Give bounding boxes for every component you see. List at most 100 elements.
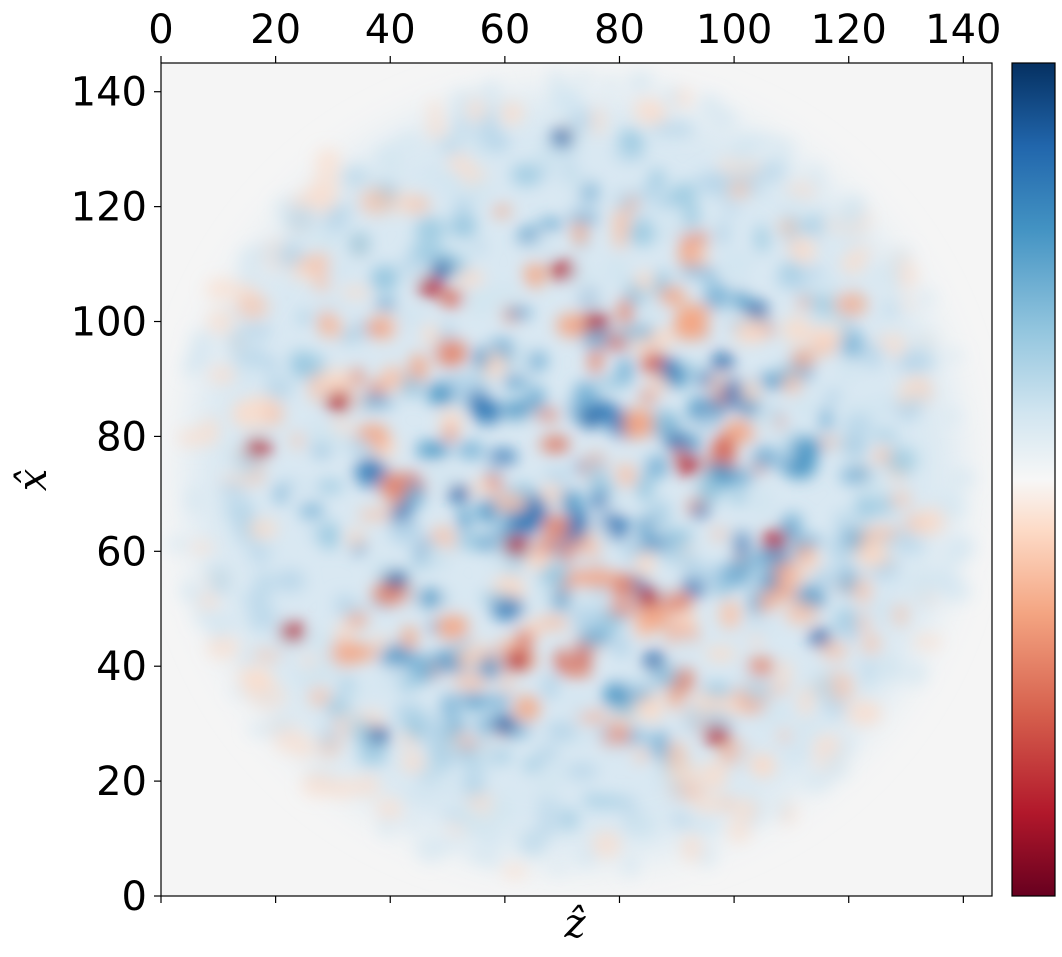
positive-speckle [720,251,755,271]
positive-speckle [396,258,428,272]
positive-speckle [797,287,813,300]
y-tick-label: 0 [122,874,147,920]
strong-positive-spot [746,301,769,320]
positive-speckle [673,122,695,137]
positive-speckle [563,171,588,191]
negative-speckle [591,830,622,858]
positive-speckle [752,446,779,468]
positive-speckle [617,128,641,151]
negative-speckle [236,293,269,320]
positive-speckle [697,476,723,504]
negative-speckle [434,338,468,368]
negative-speckle [309,174,340,201]
positive-speckle [456,534,485,549]
positive-speckle [396,676,419,691]
positive-speckle [584,793,597,807]
negative-speckle [369,380,384,398]
negative-speckle [308,686,331,707]
positive-speckle [232,346,268,367]
positive-speckle [573,381,597,411]
negative-speckle [358,188,393,215]
positive-speckle [380,147,395,160]
positive-speckle [839,465,873,485]
positive-speckle [671,811,685,824]
negative-speckle [590,106,606,136]
y-tick-label: 120 [71,185,147,231]
y-axis-title: x̂ [10,469,56,492]
negative-speckle [769,585,797,601]
positive-speckle [804,313,831,326]
colorbar [1011,62,1056,897]
positive-speckle [602,77,618,90]
positive-speckle [322,209,347,234]
positive-speckle [581,292,605,307]
positive-speckle [255,689,279,701]
negative-speckle [723,419,757,444]
positive-speckle [757,160,786,183]
positive-speckle [534,745,559,762]
positive-speckle [488,559,516,574]
positive-speckle [488,285,524,299]
strong-negative-spot [675,455,702,476]
positive-speckle [289,350,309,376]
negative-speckle [874,336,901,346]
positive-speckle [502,375,528,388]
positive-speckle [421,167,440,185]
positive-speckle [732,747,752,765]
negative-speckle [756,592,775,613]
positive-speckle [613,633,630,660]
positive-speckle [422,756,440,775]
positive-speckle [841,566,855,596]
positive-speckle [457,441,484,459]
positive-speckle [638,325,653,342]
positive-speckle [775,795,789,823]
negative-speckle [740,381,760,403]
positive-speckle [683,703,702,733]
positive-speckle [321,264,356,278]
positive-speckle [866,395,896,422]
positive-speckle [837,200,863,228]
positive-speckle [638,515,652,535]
negative-speckle [327,316,344,339]
strong-negative-spot [635,587,662,608]
positive-speckle [545,721,577,742]
negative-speckle [658,286,687,306]
positive-speckle [388,520,422,545]
negative-speckle [289,198,308,209]
positive-speckle [696,371,714,387]
positive-speckle [728,140,754,169]
positive-speckle [827,759,841,778]
strong-negative-spot [583,311,610,332]
negative-speckle [293,256,327,269]
positive-speckle [351,718,372,745]
positive-speckle [333,605,368,616]
negative-speckle [860,634,882,654]
negative-speckle [784,602,818,625]
positive-speckle [335,594,355,608]
positive-speckle [355,457,388,487]
positive-speckle [403,815,417,832]
negative-speckle [291,432,304,449]
positive-speckle [862,657,875,682]
positive-speckle [240,644,256,672]
positive-speckle [813,566,835,591]
negative-speckle [515,631,535,643]
negative-speckle [777,729,792,743]
positive-speckle [440,724,454,742]
negative-speckle [501,101,521,127]
positive-speckle [824,388,842,405]
positive-speckle [523,758,542,772]
positive-speckle [648,168,666,192]
positive-speckle [455,118,470,138]
positive-speckle [734,530,750,556]
positive-speckle [436,774,459,795]
negative-speckle [869,525,899,541]
negative-speckle [444,426,457,442]
negative-speckle [705,647,736,661]
positive-speckle [775,138,795,152]
negative-speckle [902,298,915,310]
positive-speckle [544,763,571,781]
strong-negative-spot [245,437,272,458]
positive-speckle [273,569,306,593]
negative-speckle [713,393,729,404]
